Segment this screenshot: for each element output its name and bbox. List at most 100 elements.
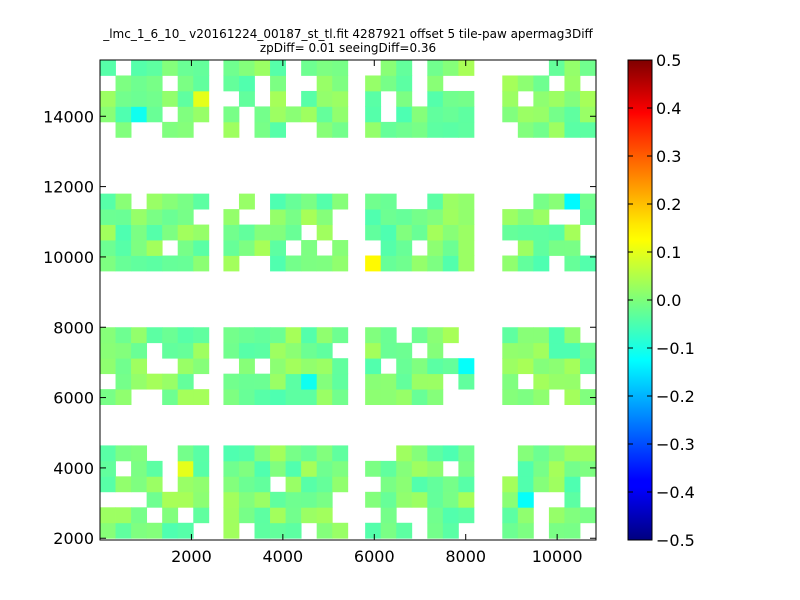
heatmap-cell: [380, 389, 397, 406]
heatmap-cell: [411, 445, 428, 462]
heatmap-cell: [115, 193, 132, 210]
heatmap-cell: [193, 460, 210, 477]
heatmap-cell: [270, 507, 286, 524]
heatmap-cell: [238, 60, 255, 76]
heatmap-cell: [301, 445, 318, 462]
heatmap-cell: [517, 106, 534, 123]
heatmap-cell: [427, 342, 444, 359]
heatmap-cell: [396, 255, 413, 272]
heatmap-cell: [427, 491, 444, 508]
y-tick-label: 14000: [43, 107, 94, 126]
heatmap-cell: [285, 389, 302, 406]
heatmap-cell: [548, 460, 565, 477]
heatmap-cell: [580, 389, 596, 406]
heatmap-cell: [131, 373, 148, 390]
heatmap-cell: [177, 90, 194, 107]
heatmap-cell: [301, 358, 318, 375]
y-tick-label: 8000: [53, 318, 94, 337]
heatmap-cell: [332, 240, 349, 256]
heatmap-cell: [316, 491, 333, 508]
heatmap-cell: [365, 224, 382, 241]
heatmap-cell: [580, 507, 596, 524]
x-tick-label: 10000: [532, 547, 583, 566]
heatmap-cell: [115, 327, 132, 344]
heatmap-cell: [533, 460, 550, 477]
heatmap-cell: [316, 209, 333, 225]
heatmap-cell: [502, 358, 519, 375]
heatmap-cell: [411, 209, 428, 225]
heatmap-cell: [146, 106, 163, 123]
heatmap-cell: [131, 106, 148, 123]
heatmap-cell: [115, 507, 132, 524]
heatmap-cell: [332, 358, 349, 375]
heatmap-cell: [411, 358, 428, 375]
heatmap-cell: [146, 327, 163, 344]
heatmap-cell: [223, 224, 240, 241]
heatmap-cell: [332, 373, 349, 390]
heatmap-cell: [162, 90, 179, 107]
heatmap-cell: [380, 460, 397, 477]
heatmap-cell: [285, 342, 302, 359]
heatmap-cell: [162, 507, 179, 524]
heatmap-cell: [332, 193, 349, 210]
heatmap-cell: [396, 90, 413, 107]
heatmap-cell: [458, 491, 475, 508]
heatmap-cell: [238, 476, 255, 493]
heatmap-cell: [254, 373, 271, 390]
heatmap-cell: [365, 75, 382, 92]
heatmap-cell: [223, 460, 240, 477]
heatmap-cell: [301, 90, 318, 107]
heatmap-cell: [238, 460, 255, 477]
heatmap-cell: [193, 90, 210, 107]
heatmap-cell: [332, 60, 349, 76]
heatmap-cell: [564, 90, 581, 107]
heatmap-cell: [270, 90, 286, 107]
heatmap-cell: [223, 445, 240, 462]
heatmap-cell: [223, 240, 240, 256]
heatmap-cell: [162, 342, 179, 359]
heatmap-cell: [223, 75, 240, 92]
heatmap-cell: [177, 358, 194, 375]
heatmap-cell: [223, 507, 240, 524]
heatmap-cell: [254, 476, 271, 493]
heatmap-cell: [223, 60, 240, 76]
heatmap-cell: [442, 255, 459, 272]
heatmap-cell: [254, 460, 271, 477]
heatmap-cell: [146, 373, 163, 390]
heatmap-cell: [131, 209, 148, 225]
heatmap-cell: [115, 522, 132, 539]
heatmap-cell: [517, 476, 534, 493]
heatmap-cell: [193, 342, 210, 359]
colorbar-ticks: 0.5 0.4 0.3 0.2 0.1 0.0 −0.1 −0.2 −0.3 −0.4 −0.5: [628, 51, 695, 550]
heatmap-cell: [533, 106, 550, 123]
heatmap-cell: [301, 60, 318, 76]
heatmap-cell: [193, 224, 210, 241]
heatmap-cell: [162, 522, 179, 539]
heatmap-cell: [177, 342, 194, 359]
heatmap-cell: [115, 121, 132, 138]
colorbar-tick-label: 0.1: [656, 243, 681, 262]
heatmap-cell: [564, 240, 581, 256]
heatmap-cell: [223, 255, 240, 272]
heatmap-cell: [442, 522, 459, 539]
heatmap-cell: [458, 60, 475, 76]
heatmap-cell: [442, 106, 459, 123]
heatmap-cell: [131, 240, 148, 256]
heatmap-cell: [238, 491, 255, 508]
heatmap-cell: [458, 193, 475, 210]
heatmap-cell: [502, 342, 519, 359]
heatmap-cells: [100, 60, 597, 539]
heatmap-cell: [100, 342, 116, 359]
heatmap-cell: [380, 121, 397, 138]
heatmap-cell: [502, 75, 519, 92]
heatmap-cell: [177, 389, 194, 406]
heatmap-cell: [365, 90, 382, 107]
heatmap-cell: [564, 460, 581, 477]
heatmap-cell: [115, 106, 132, 123]
heatmap-cell: [380, 342, 397, 359]
heatmap-cell: [442, 224, 459, 241]
heatmap-cell: [301, 342, 318, 359]
heatmap-cell: [270, 193, 286, 210]
heatmap-cell: [380, 224, 397, 241]
